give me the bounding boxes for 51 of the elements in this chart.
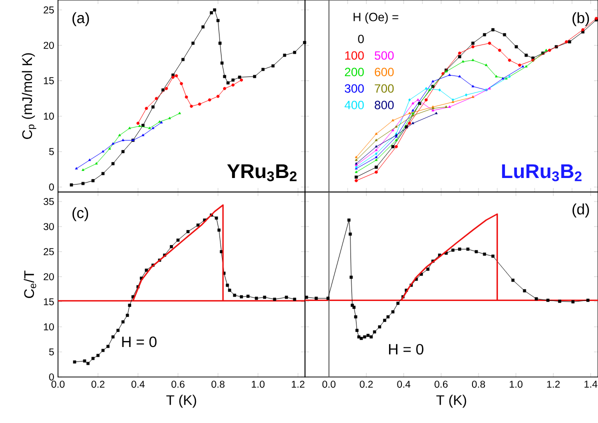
y-tick-label: 0 [49,184,54,191]
text: 500 [374,51,394,60]
x-axis-title: T (K) [436,394,466,408]
legend-title: H (Oe) = [354,12,398,24]
y-tick-label: 10 [44,112,54,120]
y-tick-label: 5 [49,348,54,356]
text: 300 [344,84,364,93]
annotation: YRu$_{3}$B$_{2}$ [227,164,297,182]
annotation: (d) [572,204,589,218]
x-tick-label: 0.4 [131,380,145,388]
annotation: H = 0 [122,336,157,348]
y-tick-label: 35 [44,198,54,206]
y-tick-label: 20 [44,273,54,280]
x-tick-label: 1.0 [252,380,265,388]
x-tick-label: 1.2 [547,380,560,388]
text: 400 [344,100,364,110]
y-tick-label: 25 [44,6,54,14]
series-label: 800 [374,100,394,110]
x-tick-label: 0.2 [91,380,104,388]
annotation: (c) [72,207,88,222]
x-tick-label: 0.6 [434,380,448,388]
y-tick-label: 25 [44,248,54,256]
x-tick-label: 1.4 [584,380,598,388]
x-tick-label: 0.8 [211,380,224,388]
y-tick-label: 0 [49,373,54,381]
x-tick-label: 0.6 [171,380,184,388]
annotation: H = 0 [389,344,424,355]
text: 700 [374,84,394,93]
x-tick-label: 0.4 [397,380,410,388]
x-tick-label: 0.2 [360,380,373,388]
text: 600 [374,68,394,76]
text: 100 [345,51,364,60]
y-tick-label: 20 [44,42,54,49]
y-tick-label: 5 [49,148,54,156]
y-tick-label: 15 [44,77,54,84]
y-tick-label: 10 [44,323,54,330]
x-axis-title: T (K) [166,394,196,408]
x-tick-label: 0.0 [51,380,65,388]
x-tick-label: 0.0 [322,380,336,388]
y-axis-title: C$_{e}$/T [24,270,36,298]
y-tick-label: 30 [44,223,54,230]
annotation: (a) [72,12,89,26]
text: 0 [358,34,364,44]
y-tick-label: 15 [44,298,54,306]
x-tick-label: 1.2 [292,380,304,388]
x-tick-label: 1.0 [510,380,522,388]
text: 200 [344,68,364,76]
y-axis-title: C$_{p}$ (mJ/mol K) [22,53,36,139]
annotation: (b) [572,12,589,26]
x-tick-label: 0.8 [472,380,486,388]
annotation: LuRu$_{3}$B$_{2}$ [502,164,582,182]
